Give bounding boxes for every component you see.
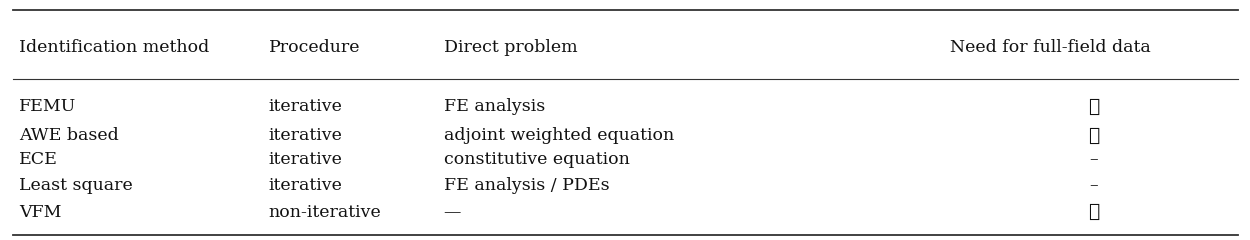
Text: —: — bbox=[444, 204, 461, 221]
Text: non-iterative: non-iterative bbox=[269, 204, 381, 221]
Text: FE analysis / PDEs: FE analysis / PDEs bbox=[444, 178, 610, 194]
Text: –: – bbox=[1090, 178, 1098, 194]
Text: Need for full-field data: Need for full-field data bbox=[950, 40, 1151, 56]
Text: ✓: ✓ bbox=[1088, 98, 1100, 116]
Text: FE analysis: FE analysis bbox=[444, 98, 545, 115]
Text: iterative: iterative bbox=[269, 98, 342, 115]
Text: iterative: iterative bbox=[269, 178, 342, 194]
Text: adjoint weighted equation: adjoint weighted equation bbox=[444, 127, 674, 144]
Text: FEMU: FEMU bbox=[19, 98, 76, 115]
Text: iterative: iterative bbox=[269, 151, 342, 168]
Text: Procedure: Procedure bbox=[269, 40, 360, 56]
Text: AWE based: AWE based bbox=[19, 127, 119, 144]
Text: constitutive equation: constitutive equation bbox=[444, 151, 630, 168]
Text: ECE: ECE bbox=[19, 151, 58, 168]
Text: Direct problem: Direct problem bbox=[444, 40, 578, 56]
Text: iterative: iterative bbox=[269, 127, 342, 144]
Text: ✓: ✓ bbox=[1088, 204, 1100, 221]
Text: Least square: Least square bbox=[19, 178, 132, 194]
Text: Identification method: Identification method bbox=[19, 40, 209, 56]
Text: VFM: VFM bbox=[19, 204, 61, 221]
Text: ✓: ✓ bbox=[1088, 127, 1100, 144]
Text: –: – bbox=[1090, 151, 1098, 168]
